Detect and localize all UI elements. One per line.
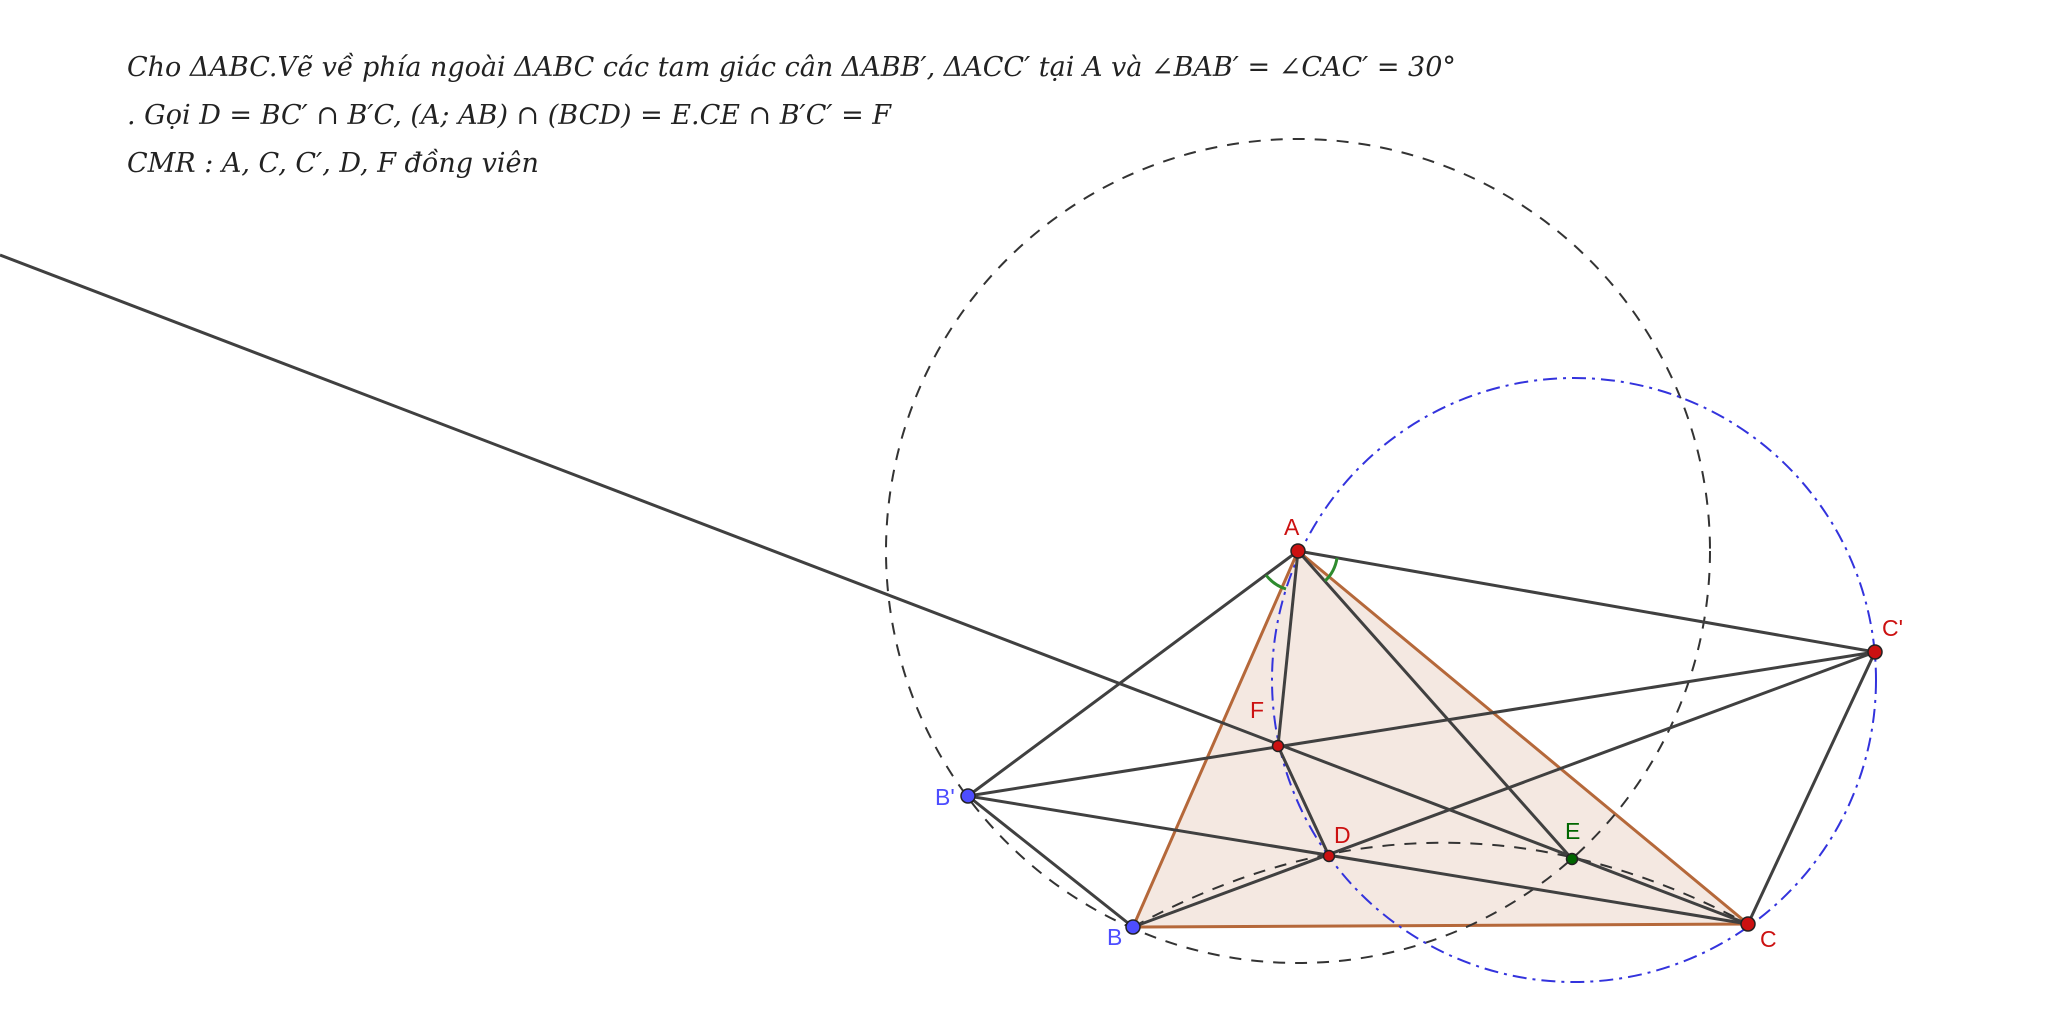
point-f	[1271, 739, 1285, 753]
triangle-abc	[1130, 548, 1753, 929]
problem-line-2: . Gọi D = BC′ ∩ B′C, (A; AB) ∩ (BCD) = E…	[127, 100, 892, 131]
segment-b-cprime	[1132, 650, 1876, 929]
segment-a-f	[1276, 550, 1300, 747]
circle-center-a	[885, 138, 1711, 964]
point-d	[1322, 849, 1336, 863]
point-b-prime	[960, 788, 976, 804]
problem-line-3: CMR : A, C, C′, D, F đồng viên	[127, 148, 539, 179]
circle-accdf	[1271, 377, 1877, 983]
point-c	[1740, 916, 1756, 932]
point-b	[1125, 919, 1141, 935]
segment-bprime-b	[967, 794, 1134, 929]
label-f: F	[1250, 697, 1264, 723]
label-b-prime: B'	[935, 784, 955, 810]
segment-a-cprime	[1297, 549, 1876, 654]
label-a: A	[1284, 514, 1300, 540]
point-c-prime	[1867, 644, 1883, 660]
point-e	[1565, 852, 1579, 866]
label-d: D	[1334, 822, 1351, 848]
point-a	[1290, 543, 1306, 559]
problem-line-1: Cho ΔABC.Vẽ về phía ngoài ΔABC các tam g…	[127, 52, 1456, 83]
segment-bprime-cprime	[967, 650, 1876, 798]
label-c-prime: C'	[1882, 615, 1903, 641]
label-b: B	[1107, 924, 1122, 950]
segments	[967, 549, 1877, 929]
angle-mark-cac-prime	[1323, 557, 1339, 583]
angle-mark-bab-prime	[1264, 574, 1287, 591]
segment-a-e	[1296, 550, 1574, 860]
segment-a-bprime	[967, 549, 1299, 798]
segment-bprime-c	[967, 794, 1749, 926]
label-e: E	[1565, 818, 1580, 844]
circle-bcd-arc	[1132, 841, 1749, 928]
problem-statement: Cho ΔABC.Vẽ về phía ngoài ΔABC các tam g…	[127, 44, 1456, 188]
label-c: C	[1760, 926, 1777, 952]
segment-f-d	[1276, 745, 1331, 857]
line-ce	[0, 253, 1749, 926]
segment-cprime-c	[1746, 651, 1877, 925]
